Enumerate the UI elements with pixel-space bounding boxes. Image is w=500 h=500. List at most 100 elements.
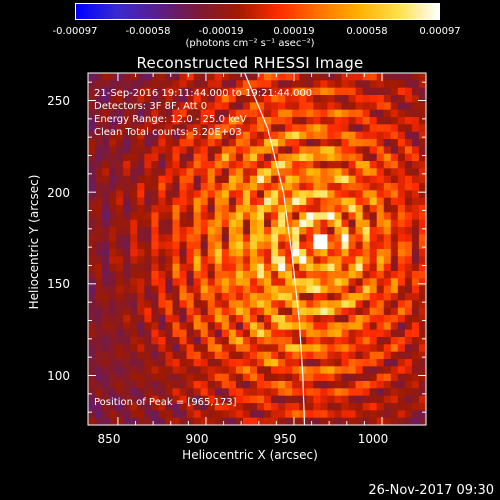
heatmap-cell: [285, 205, 293, 213]
colorbar-units: (photons cm⁻² s⁻¹ asec⁻²): [185, 38, 315, 49]
heatmap-cell: [313, 80, 321, 89]
heatmap-cell: [411, 146, 420, 155]
heatmap-cell: [404, 263, 413, 272]
heatmap-cell: [383, 212, 392, 221]
heatmap-cell: [264, 410, 272, 419]
heatmap-cell: [390, 373, 399, 382]
heatmap-cell: [158, 315, 167, 323]
heatmap-cell: [109, 417, 117, 426]
heatmap-cell: [404, 329, 413, 338]
heatmap-cell: [130, 234, 138, 243]
heatmap-cell: [165, 139, 174, 147]
heatmap-cell: [242, 315, 251, 323]
heatmap-cell: [116, 87, 124, 96]
heatmap-cell: [341, 322, 350, 331]
heatmap-cell: [264, 278, 272, 287]
heatmap-cell: [186, 395, 195, 404]
heatmap-cell: [165, 351, 174, 360]
heatmap-cell: [278, 307, 286, 316]
heatmap-cell: [109, 87, 117, 96]
heatmap-cell: [383, 388, 392, 397]
heatmap-cell: [186, 212, 195, 221]
heatmap-cell: [200, 234, 209, 243]
heatmap-cell: [186, 256, 195, 265]
heatmap-cell: [186, 366, 195, 375]
heatmap-cell: [109, 388, 117, 397]
heatmap-cell: [327, 212, 336, 221]
heatmap-cells: [88, 73, 427, 426]
heatmap-cell: [235, 197, 244, 206]
heatmap-cell: [404, 351, 413, 360]
heatmap-cell: [348, 80, 357, 89]
heatmap-cell: [418, 212, 427, 221]
heatmap-cell: [313, 373, 321, 382]
heatmap-cell: [207, 131, 216, 140]
heatmap-cell: [151, 278, 160, 287]
heatmap-cell: [102, 300, 110, 309]
heatmap-cell: [207, 109, 216, 118]
heatmap-cell: [95, 175, 103, 184]
heatmap-cell: [285, 168, 293, 177]
heatmap-cell: [397, 205, 406, 213]
heatmap-cell: [116, 373, 124, 382]
heatmap-cell: [179, 124, 188, 133]
heatmap-cell: [257, 263, 265, 272]
heatmap-cell: [228, 73, 237, 81]
heatmap-cell: [123, 234, 131, 243]
heatmap-cell: [158, 139, 167, 147]
heatmap-cell: [362, 153, 371, 162]
heatmap-cell: [221, 190, 230, 199]
heatmap-cell: [376, 241, 385, 250]
heatmap-cell: [151, 219, 160, 228]
heatmap-cell: [299, 219, 307, 228]
heatmap-cell: [278, 315, 286, 323]
heatmap-cell: [404, 366, 413, 375]
heatmap-cell: [362, 146, 371, 155]
heatmap-cell: [278, 73, 286, 81]
heatmap-cell: [264, 293, 272, 301]
heatmap-cell: [144, 388, 152, 397]
heatmap-cell: [313, 219, 321, 228]
heatmap-cell: [299, 366, 307, 375]
heatmap-cell: [418, 388, 427, 397]
heatmap-cell: [228, 344, 237, 353]
heatmap-cell: [411, 359, 420, 367]
heatmap-cell: [102, 337, 110, 345]
heatmap-cell: [109, 117, 117, 125]
heatmap-cell: [299, 307, 307, 316]
heatmap-cell: [179, 212, 188, 221]
heatmap-cell: [376, 234, 385, 243]
heatmap-cell: [116, 344, 124, 353]
heatmap-cell: [144, 168, 152, 177]
heatmap-cell: [299, 256, 307, 265]
heatmap-cell: [397, 293, 406, 301]
heatmap-cell: [186, 271, 195, 279]
heatmap-cell: [418, 102, 427, 111]
heatmap-cell: [151, 146, 160, 155]
heatmap-cell: [207, 219, 216, 228]
heatmap-cell: [411, 234, 420, 243]
heatmap-cell: [249, 307, 258, 316]
heatmap-cell: [158, 388, 167, 397]
heatmap-cell: [411, 227, 420, 235]
heatmap-cell: [320, 381, 329, 389]
heatmap-cell: [278, 168, 286, 177]
heatmap-cell: [235, 212, 244, 221]
heatmap-cell: [418, 249, 427, 257]
heatmap-cell: [186, 315, 195, 323]
heatmap-cell: [158, 168, 167, 177]
heatmap-cell: [404, 234, 413, 243]
heatmap-cell: [235, 241, 244, 250]
heatmap-cell: [242, 285, 251, 294]
heatmap-cell: [242, 410, 251, 419]
heatmap-cell: [411, 263, 420, 272]
heatmap-cell: [214, 87, 223, 96]
heatmap-cell: [249, 80, 258, 89]
heatmap-cell: [123, 351, 131, 360]
heatmap-cell: [264, 388, 272, 397]
heatmap-cell: [158, 131, 167, 140]
heatmap-cell: [193, 329, 202, 338]
heatmap-cell: [320, 131, 329, 140]
heatmap-cell: [390, 271, 399, 279]
heatmap-cell: [320, 278, 329, 287]
